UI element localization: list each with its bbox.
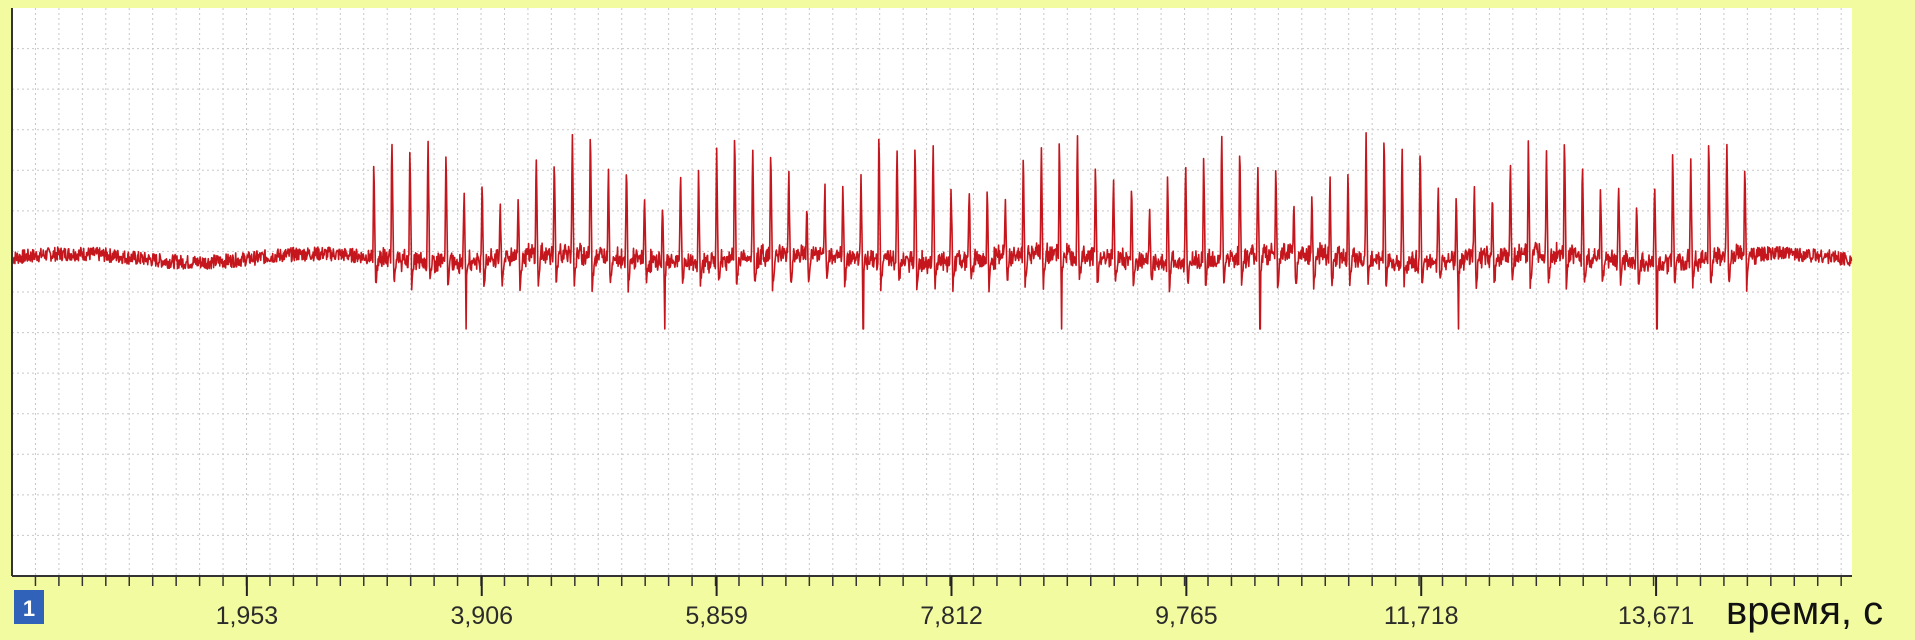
signal-line (11, 132, 1853, 330)
x-tick-label: 11,718 (1384, 602, 1459, 630)
x-tick-label: 7,812 (920, 602, 983, 630)
channel-badge-box[interactable] (14, 590, 44, 624)
x-tick-label: 1,953 (216, 602, 279, 630)
x-tick-label: 5,859 (685, 602, 748, 630)
x-tick-label: 9,765 (1155, 602, 1218, 630)
channel-badge-label: 1 (23, 596, 35, 621)
signal-series (11, 132, 1853, 330)
x-tick-label: 13,671 (1618, 602, 1694, 630)
x-axis-title: время, с (1726, 589, 1883, 633)
x-tick-label: 3,906 (450, 602, 513, 630)
channel-badge[interactable]: 1 (14, 590, 44, 624)
x-axis-ticks: 1,953 3,906 5,859 7,812 9,765 11,718 13,671 (34, 576, 1842, 630)
